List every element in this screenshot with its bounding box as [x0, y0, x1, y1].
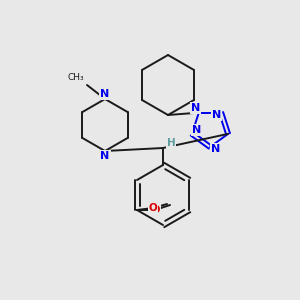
Text: N: N	[191, 103, 200, 112]
Text: N: N	[100, 89, 109, 99]
Text: O: O	[148, 203, 158, 213]
Text: H: H	[167, 138, 176, 148]
Text: N: N	[100, 151, 109, 161]
Text: O: O	[150, 205, 160, 215]
Text: N: N	[212, 144, 220, 154]
Text: CH₃: CH₃	[68, 73, 84, 82]
Text: N: N	[212, 110, 221, 120]
Text: N: N	[192, 125, 202, 135]
